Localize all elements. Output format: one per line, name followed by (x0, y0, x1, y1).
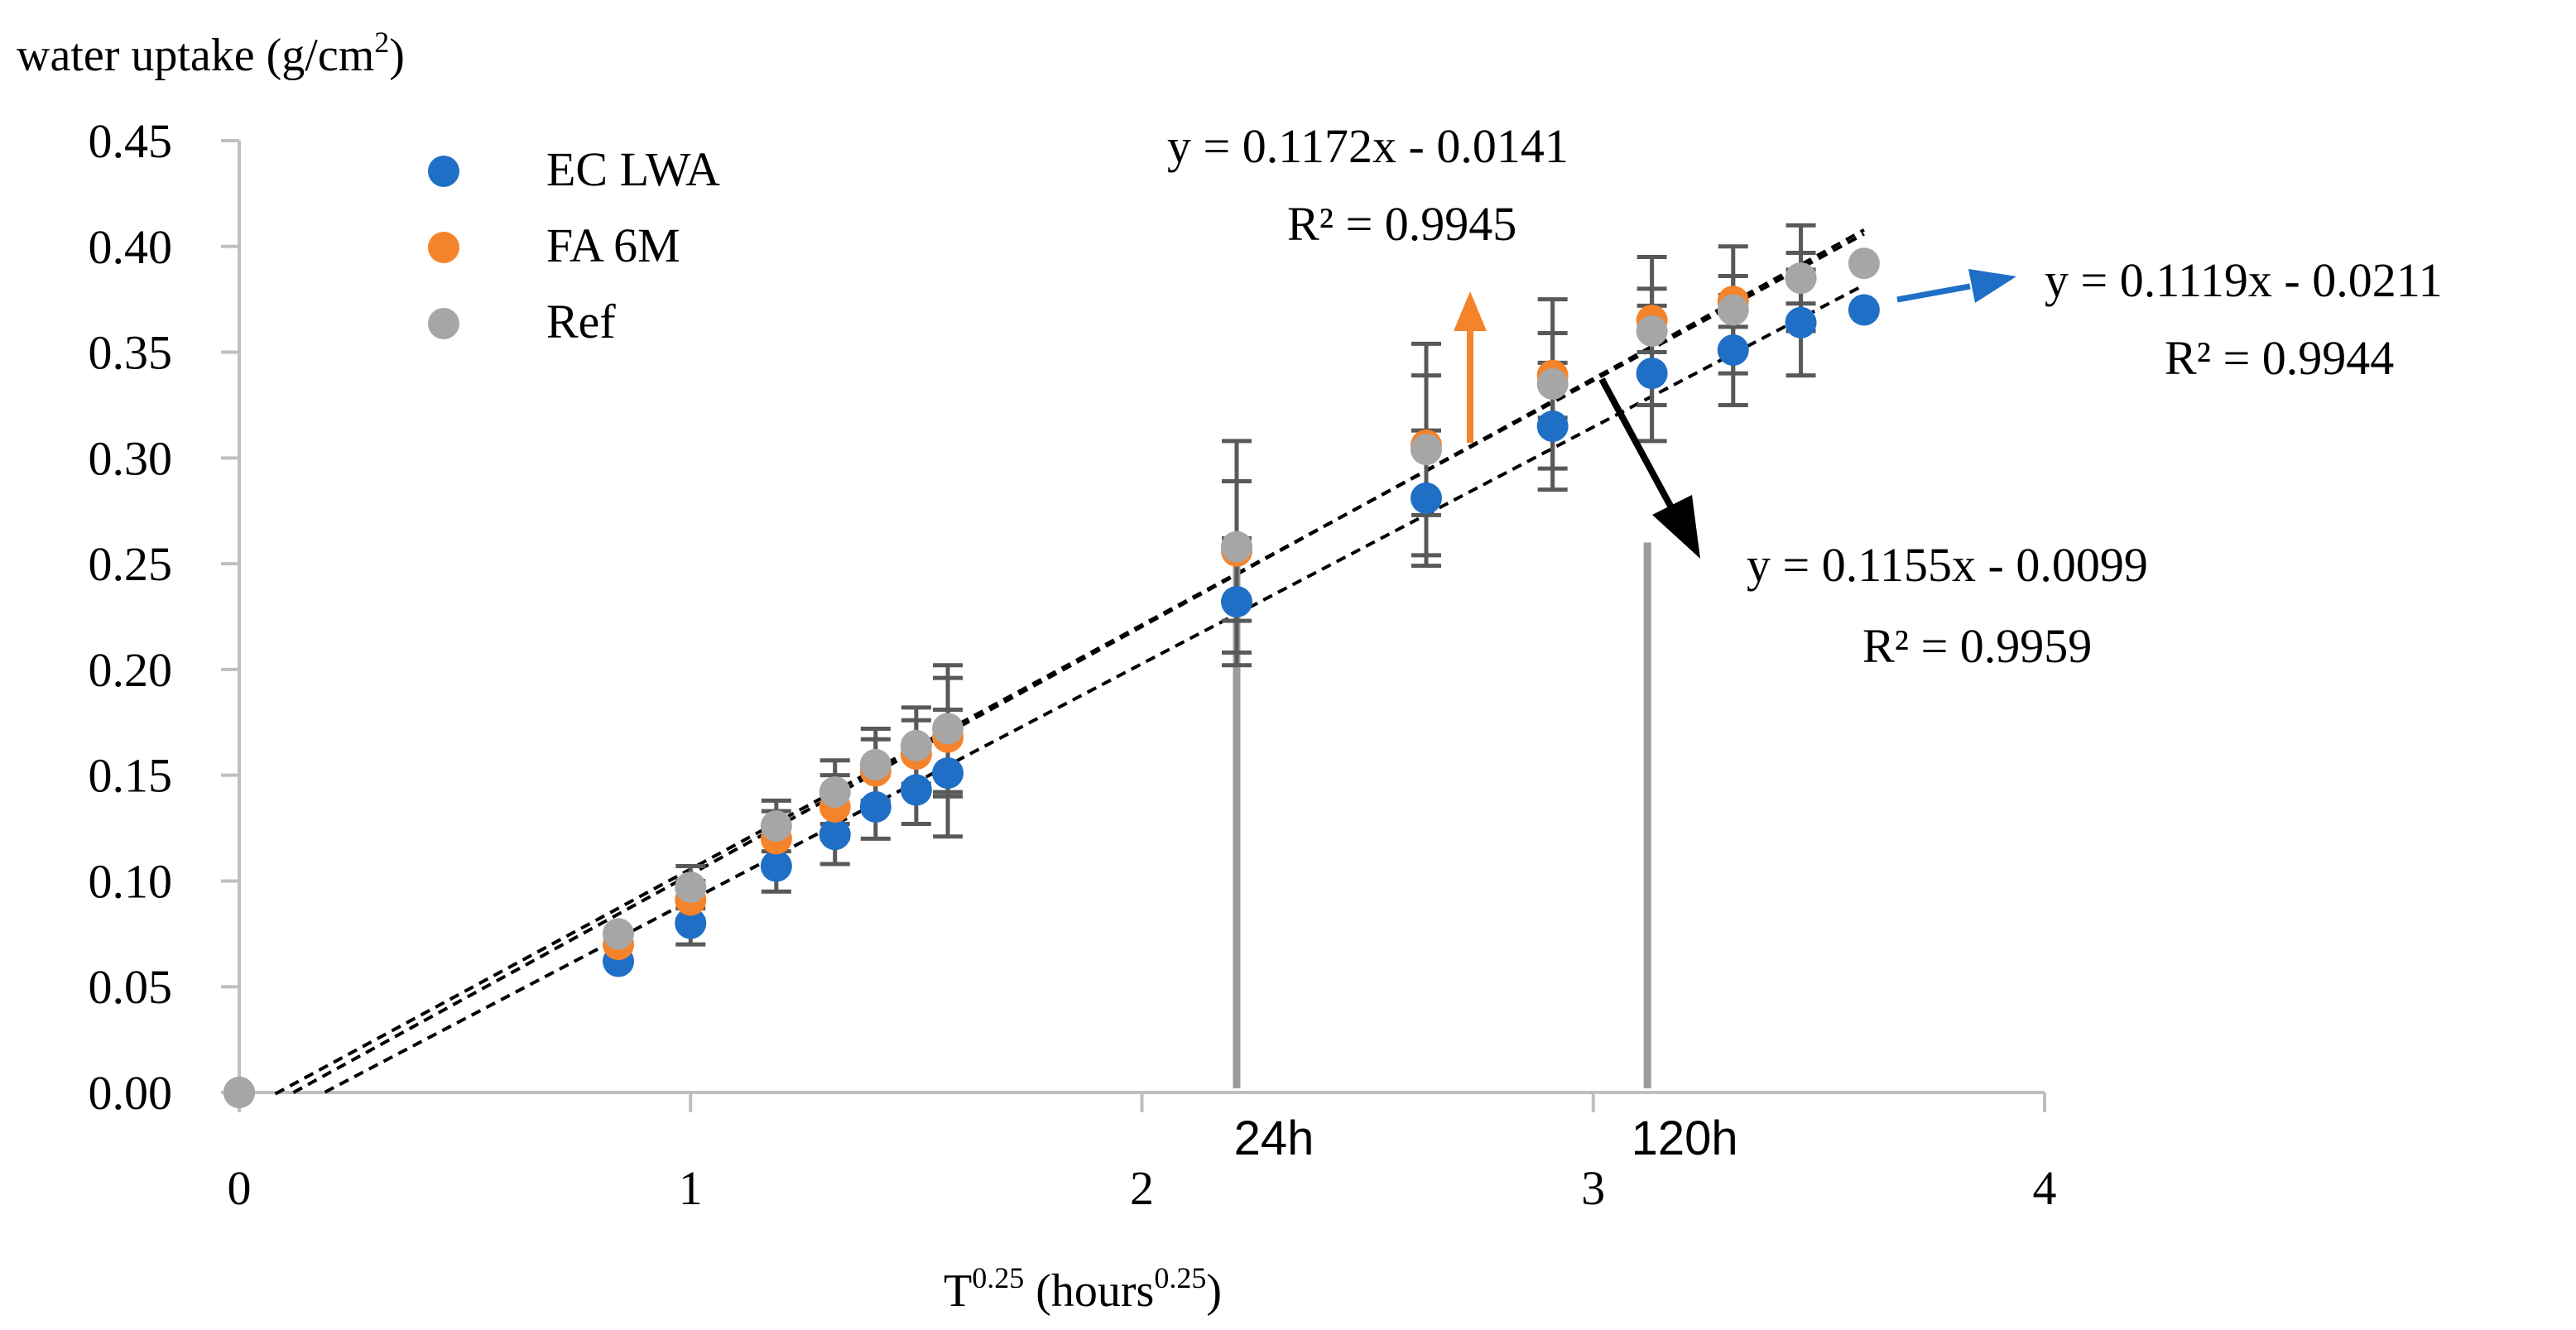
y-tick-label: 0.40 (89, 220, 173, 274)
r2-fa-6m: R² = 0.9945 (1287, 197, 1516, 251)
legend-label-ec-lwa: EC LWA (546, 142, 720, 196)
equation-ref: y = 0.1155x - 0.0099 (1747, 538, 2148, 592)
point-ref (1636, 315, 1668, 347)
legend-label-fa-6m: FA 6M (546, 218, 680, 272)
point-ec-lwa (1536, 411, 1569, 442)
plot-area: 0.00 0.05 0.10 0.15 0.20 0.25 0.30 0.35 0.40 0.45… (89, 114, 2057, 1215)
point-ref (1221, 531, 1253, 563)
arrow-head-fa-6m (1454, 291, 1487, 331)
point-ref (900, 729, 932, 761)
point-ref (1848, 247, 1880, 280)
annotation-fa-6m: y = 0.1172x - 0.0141 R² = 0.9945 (1167, 119, 1569, 443)
x-axis-label-sup2: 0.25 (1154, 1261, 1206, 1294)
x-tick-label: 0 (228, 1161, 252, 1215)
legend-marker-fa-6m (428, 232, 459, 263)
point-ec-lwa (675, 907, 707, 939)
point-ec-lwa (760, 850, 792, 882)
arrow-head-ref (1652, 495, 1700, 559)
arrow-shaft-ec-lwa (1896, 283, 1971, 303)
x-tick-label: 1 (679, 1161, 703, 1215)
point-ref (603, 918, 635, 950)
equation-fa-6m: y = 0.1172x - 0.0141 (1167, 119, 1569, 173)
legend-label-ref: Ref (546, 295, 616, 348)
vertical-marker-label: 120h (1632, 1112, 1738, 1165)
trendline (324, 283, 1865, 1094)
annotation-ec-lwa: y = 0.1119x - 0.0211 R² = 0.9944 (1896, 253, 2443, 385)
y-axis-label: water uptake (g/cm2) (17, 26, 405, 81)
x-tick-label: 2 (1130, 1161, 1154, 1215)
x-axis-label-tail: ) (1206, 1265, 1222, 1317)
x-axis-label: T0.25 (hours0.25) (944, 1261, 1222, 1317)
trendline (292, 228, 1865, 1094)
legend-marker-ec-lwa (428, 156, 459, 187)
point-ref (1536, 367, 1569, 400)
x-axis-label-mid: (hours (1024, 1265, 1154, 1317)
x-axis-label-main: T (944, 1265, 972, 1317)
data-points (223, 247, 1880, 1108)
r2-ec-lwa: R² = 0.9944 (2165, 331, 2394, 385)
y-tick-label: 0.10 (89, 854, 173, 908)
point-ec-lwa (900, 774, 932, 806)
arrow-head-ec-lwa (1968, 269, 2016, 303)
x-tick-label: 3 (1581, 1161, 1605, 1215)
y-tick-label: 0.00 (89, 1066, 173, 1120)
x-tick-label: 4 (2033, 1161, 2057, 1215)
point-ec-lwa (819, 819, 851, 851)
vertical-markers: 24h 120h (1233, 542, 1738, 1165)
annotation-ref: y = 0.1155x - 0.0099 R² = 0.9959 (1598, 377, 2148, 673)
point-ec-lwa (1848, 294, 1880, 326)
point-ec-lwa (1785, 306, 1817, 339)
y-axis-label-sup: 2 (374, 26, 389, 59)
x-axis-label-sup: 0.25 (972, 1261, 1024, 1294)
point-ec-lwa (1636, 358, 1668, 390)
arrow-shaft-ref (1598, 377, 1675, 511)
y-tick-label: 0.45 (89, 114, 173, 168)
legend-marker-ref (428, 308, 459, 339)
point-ref (675, 871, 707, 904)
point-ref (932, 713, 964, 745)
equation-ec-lwa: y = 0.1119x - 0.0211 (2045, 253, 2443, 307)
point-ec-lwa (1411, 482, 1443, 514)
point-ref (1785, 262, 1817, 295)
point-ref (1717, 294, 1749, 326)
y-tick-label: 0.15 (89, 749, 173, 803)
trendline (274, 232, 1865, 1096)
y-tick-label: 0.20 (89, 643, 173, 697)
point-ec-lwa (1717, 334, 1749, 366)
legend: EC LWA FA 6M Ref (428, 142, 720, 348)
point-ref (1411, 434, 1443, 466)
point-ec-lwa (859, 791, 892, 823)
y-tick-label: 0.05 (89, 960, 173, 1014)
point-ref (819, 776, 851, 809)
y-axis-label-main: water uptake (g/cm (17, 30, 374, 81)
r2-ref: R² = 0.9959 (1862, 619, 2092, 673)
point-ref (859, 748, 892, 780)
point-ec-lwa (932, 757, 964, 790)
y-tick-label: 0.30 (89, 431, 173, 485)
point-ref (760, 810, 792, 842)
y-axis-label-tail: ) (389, 30, 405, 81)
trendlines (274, 228, 1865, 1096)
vertical-marker-label: 24h (1234, 1112, 1314, 1165)
point-ref (223, 1077, 255, 1108)
point-ec-lwa (1221, 586, 1253, 618)
y-tick-label: 0.25 (89, 537, 173, 591)
y-tick-label: 0.35 (89, 326, 173, 380)
